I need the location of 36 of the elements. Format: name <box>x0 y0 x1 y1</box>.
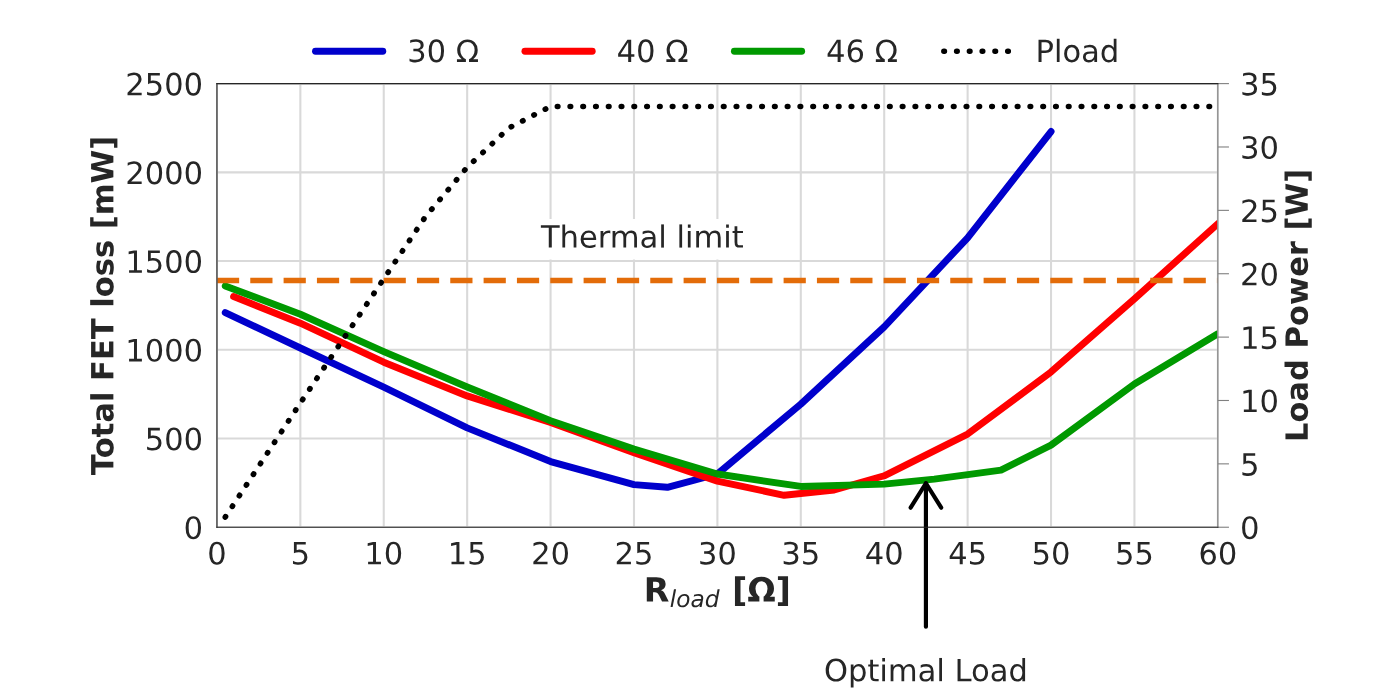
annotation: Optimal Load <box>825 657 1026 688</box>
x-tick-label: 10 <box>367 541 402 565</box>
y-tick-label: 2000 <box>127 161 202 185</box>
y2-tick-label: 5 <box>1242 453 1257 476</box>
y-tick-label: 0 <box>185 516 202 540</box>
legend-label: 40 Ω <box>618 39 688 63</box>
y2-tick-label: 10 <box>1243 389 1277 413</box>
x-tick-label: 45 <box>949 542 985 565</box>
x-tick-label: 25 <box>616 541 651 565</box>
y2-tick-label: 30 <box>1242 135 1277 160</box>
y2-tick-label: 35 <box>1242 72 1277 96</box>
y-axis-title: Total FET loss [mW] <box>90 138 118 475</box>
x-tick-label: 40 <box>866 541 902 565</box>
y2-tick-label: 20 <box>1242 262 1277 286</box>
x-tick-label: 30 <box>700 541 735 565</box>
legend-label: 46 Ω <box>827 39 897 63</box>
x-tick-label: 20 <box>533 541 568 565</box>
x-tick-label: 5 <box>292 542 308 565</box>
legend-label: 30 Ω <box>409 39 478 63</box>
x-tick-label: 50 <box>1033 541 1069 565</box>
y-tick-label: 1000 <box>128 338 202 362</box>
y2-tick-label: 0 <box>1242 516 1258 540</box>
y-tick-label: 500 <box>147 427 202 451</box>
x-axis-title: R$_{load}$ [Ω] <box>646 576 789 608</box>
y-tick-label: 2500 <box>127 72 202 96</box>
ref-line-label: Thermal limit <box>540 224 743 249</box>
legend-label: Pload <box>1038 38 1117 63</box>
x-tick-label: 55 <box>1117 542 1152 565</box>
x-tick-label: 35 <box>783 541 818 565</box>
y2-tick-label: 15 <box>1243 326 1277 350</box>
x-tick-label: 0 <box>209 541 225 565</box>
y2-tick-label: 25 <box>1242 199 1277 223</box>
y2-axis-title: Load Power [W] <box>1284 171 1312 440</box>
y-tick-label: 1500 <box>128 249 202 274</box>
x-tick-label: 60 <box>1200 541 1236 565</box>
x-tick-label: 15 <box>451 542 484 565</box>
